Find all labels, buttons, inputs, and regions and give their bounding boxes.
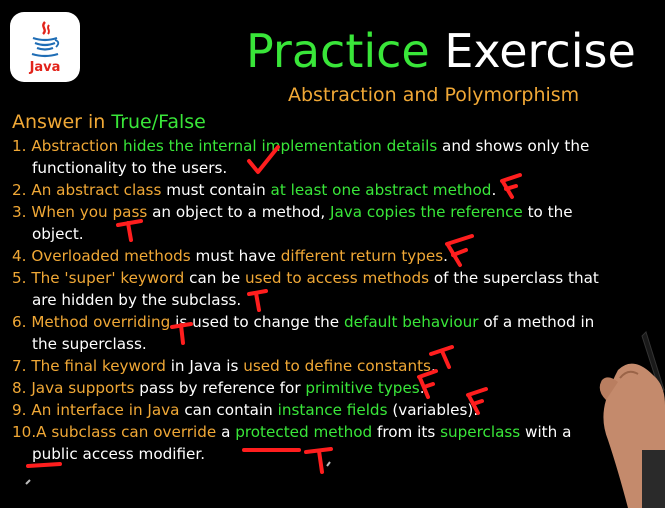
- q4-seg: .: [443, 247, 448, 265]
- mark-q2-f: [500, 173, 522, 199]
- title-part-2: Exercise: [444, 24, 636, 78]
- q2-seg: .: [491, 181, 497, 199]
- question-5-cont: are hidden by the subclass.: [32, 289, 241, 311]
- question-6: 6. Method overriding is used to change t…: [12, 311, 594, 333]
- q5-seg: used to access methods: [245, 269, 430, 287]
- mark-q4-f: [445, 234, 474, 267]
- q3-seg: Java copies the reference: [330, 203, 523, 221]
- logo-label: Java: [29, 59, 61, 75]
- q6-seg: the superclass.: [32, 335, 147, 353]
- q8-seg: 8. Java supports: [12, 379, 140, 397]
- question-1: 1. Abstraction hides the internal implem…: [12, 135, 589, 157]
- q10-seg: superclass: [440, 423, 521, 441]
- question-4: 4. Overloaded methods must have differen…: [12, 245, 448, 267]
- q2-seg: 2. An abstract class: [12, 181, 167, 199]
- question-5: 5. The 'super' keyword can be used to ac…: [12, 267, 599, 289]
- q4-seg: 4. Overloaded methods: [12, 247, 196, 265]
- q6-seg: of a method in: [478, 313, 595, 331]
- title-part-1: Practice: [246, 24, 430, 78]
- q10-seg: from its: [372, 423, 441, 441]
- question-7: 7. The final keyword in Java is used to …: [12, 355, 436, 377]
- question-3: 3. When you pass an object to a method, …: [12, 201, 573, 223]
- q8-seg: pass by reference for: [139, 379, 306, 397]
- mark-q10-t: [304, 447, 333, 474]
- mark-q6-t: [170, 322, 193, 345]
- q10-seg: protected method: [235, 423, 373, 441]
- java-logo: Java: [10, 12, 80, 82]
- q3-seg: an object to a method,: [152, 203, 330, 221]
- mark-q3-t: [116, 219, 143, 242]
- question-10-cont: public access modifier.: [32, 443, 205, 465]
- q7-seg: 7. The final keyword: [12, 357, 171, 375]
- question-1-cont: functionality to the users.: [32, 157, 227, 179]
- q3-seg: to the: [522, 203, 573, 221]
- q4-seg: different return types: [280, 247, 444, 265]
- q1-seg: and shows only the: [437, 137, 590, 155]
- question-8: 8. Java supports pass by reference for p…: [12, 377, 425, 399]
- mark-q8-f: [417, 369, 438, 399]
- q7-seg: .: [430, 357, 436, 375]
- page-title: Practice Exercise: [246, 24, 636, 78]
- question-6-cont: the superclass.: [32, 333, 147, 355]
- mark-q5-t: [247, 289, 268, 312]
- q5-seg: of the superclass that: [429, 269, 599, 287]
- q6-seg: is used to change the: [175, 313, 344, 331]
- q9-seg: 9. An interface in Java: [12, 401, 185, 419]
- question-3-cont: object.: [32, 223, 84, 245]
- q1-seg: 1. Abstraction: [12, 137, 124, 155]
- question-9: 9. An interface in Java can contain inst…: [12, 399, 478, 421]
- q9-seg: (variables).: [387, 401, 479, 419]
- q9-seg: instance fields: [277, 401, 388, 419]
- instructions-heading: Answer in True/False: [12, 111, 206, 133]
- q3-seg: 3. When you pass: [12, 203, 153, 221]
- q1-seg: functionality to the users.: [32, 159, 228, 177]
- mark-q9-f: [466, 387, 488, 415]
- page-subtitle: Abstraction and Polymorphism: [288, 84, 580, 106]
- coffee-cup-icon: [31, 20, 60, 57]
- q2-seg: at least one abstract method: [270, 181, 492, 199]
- heading-part-1: Answer in: [12, 111, 112, 133]
- q5-seg: 5. The 'super' keyword: [12, 269, 190, 287]
- q5-seg: can be: [189, 269, 246, 287]
- q1-seg: hides the internal implementation detail…: [123, 137, 438, 155]
- question-2: 2. An abstract class must contain at lea…: [12, 179, 496, 201]
- q9-seg: can contain: [184, 401, 278, 419]
- presenter-hand: [599, 331, 665, 508]
- q8-seg: primitive types: [305, 379, 420, 397]
- q10-seg: with a: [520, 423, 572, 441]
- q6-seg: default behaviour: [343, 313, 479, 331]
- q10-seg: 10.A subclass can override: [12, 423, 222, 441]
- checkmark-q1: [247, 145, 280, 174]
- q2-seg: must contain: [166, 181, 271, 199]
- q7-seg: in Java is: [170, 357, 244, 375]
- question-10: 10.A subclass can override a protected m…: [12, 421, 571, 443]
- heading-part-2: True/False: [111, 111, 206, 133]
- q10-seg: public access modifier.: [32, 445, 206, 463]
- q5-seg: are hidden by the subclass.: [32, 291, 242, 309]
- mark-q7-t: [429, 345, 454, 369]
- q10-seg: a: [221, 423, 236, 441]
- q7-seg: used to define constants: [243, 357, 431, 375]
- underline-public: [26, 462, 62, 468]
- q6-seg: 6. Method overriding: [12, 313, 176, 331]
- q3-seg: object.: [32, 225, 84, 243]
- q4-seg: must have: [195, 247, 281, 265]
